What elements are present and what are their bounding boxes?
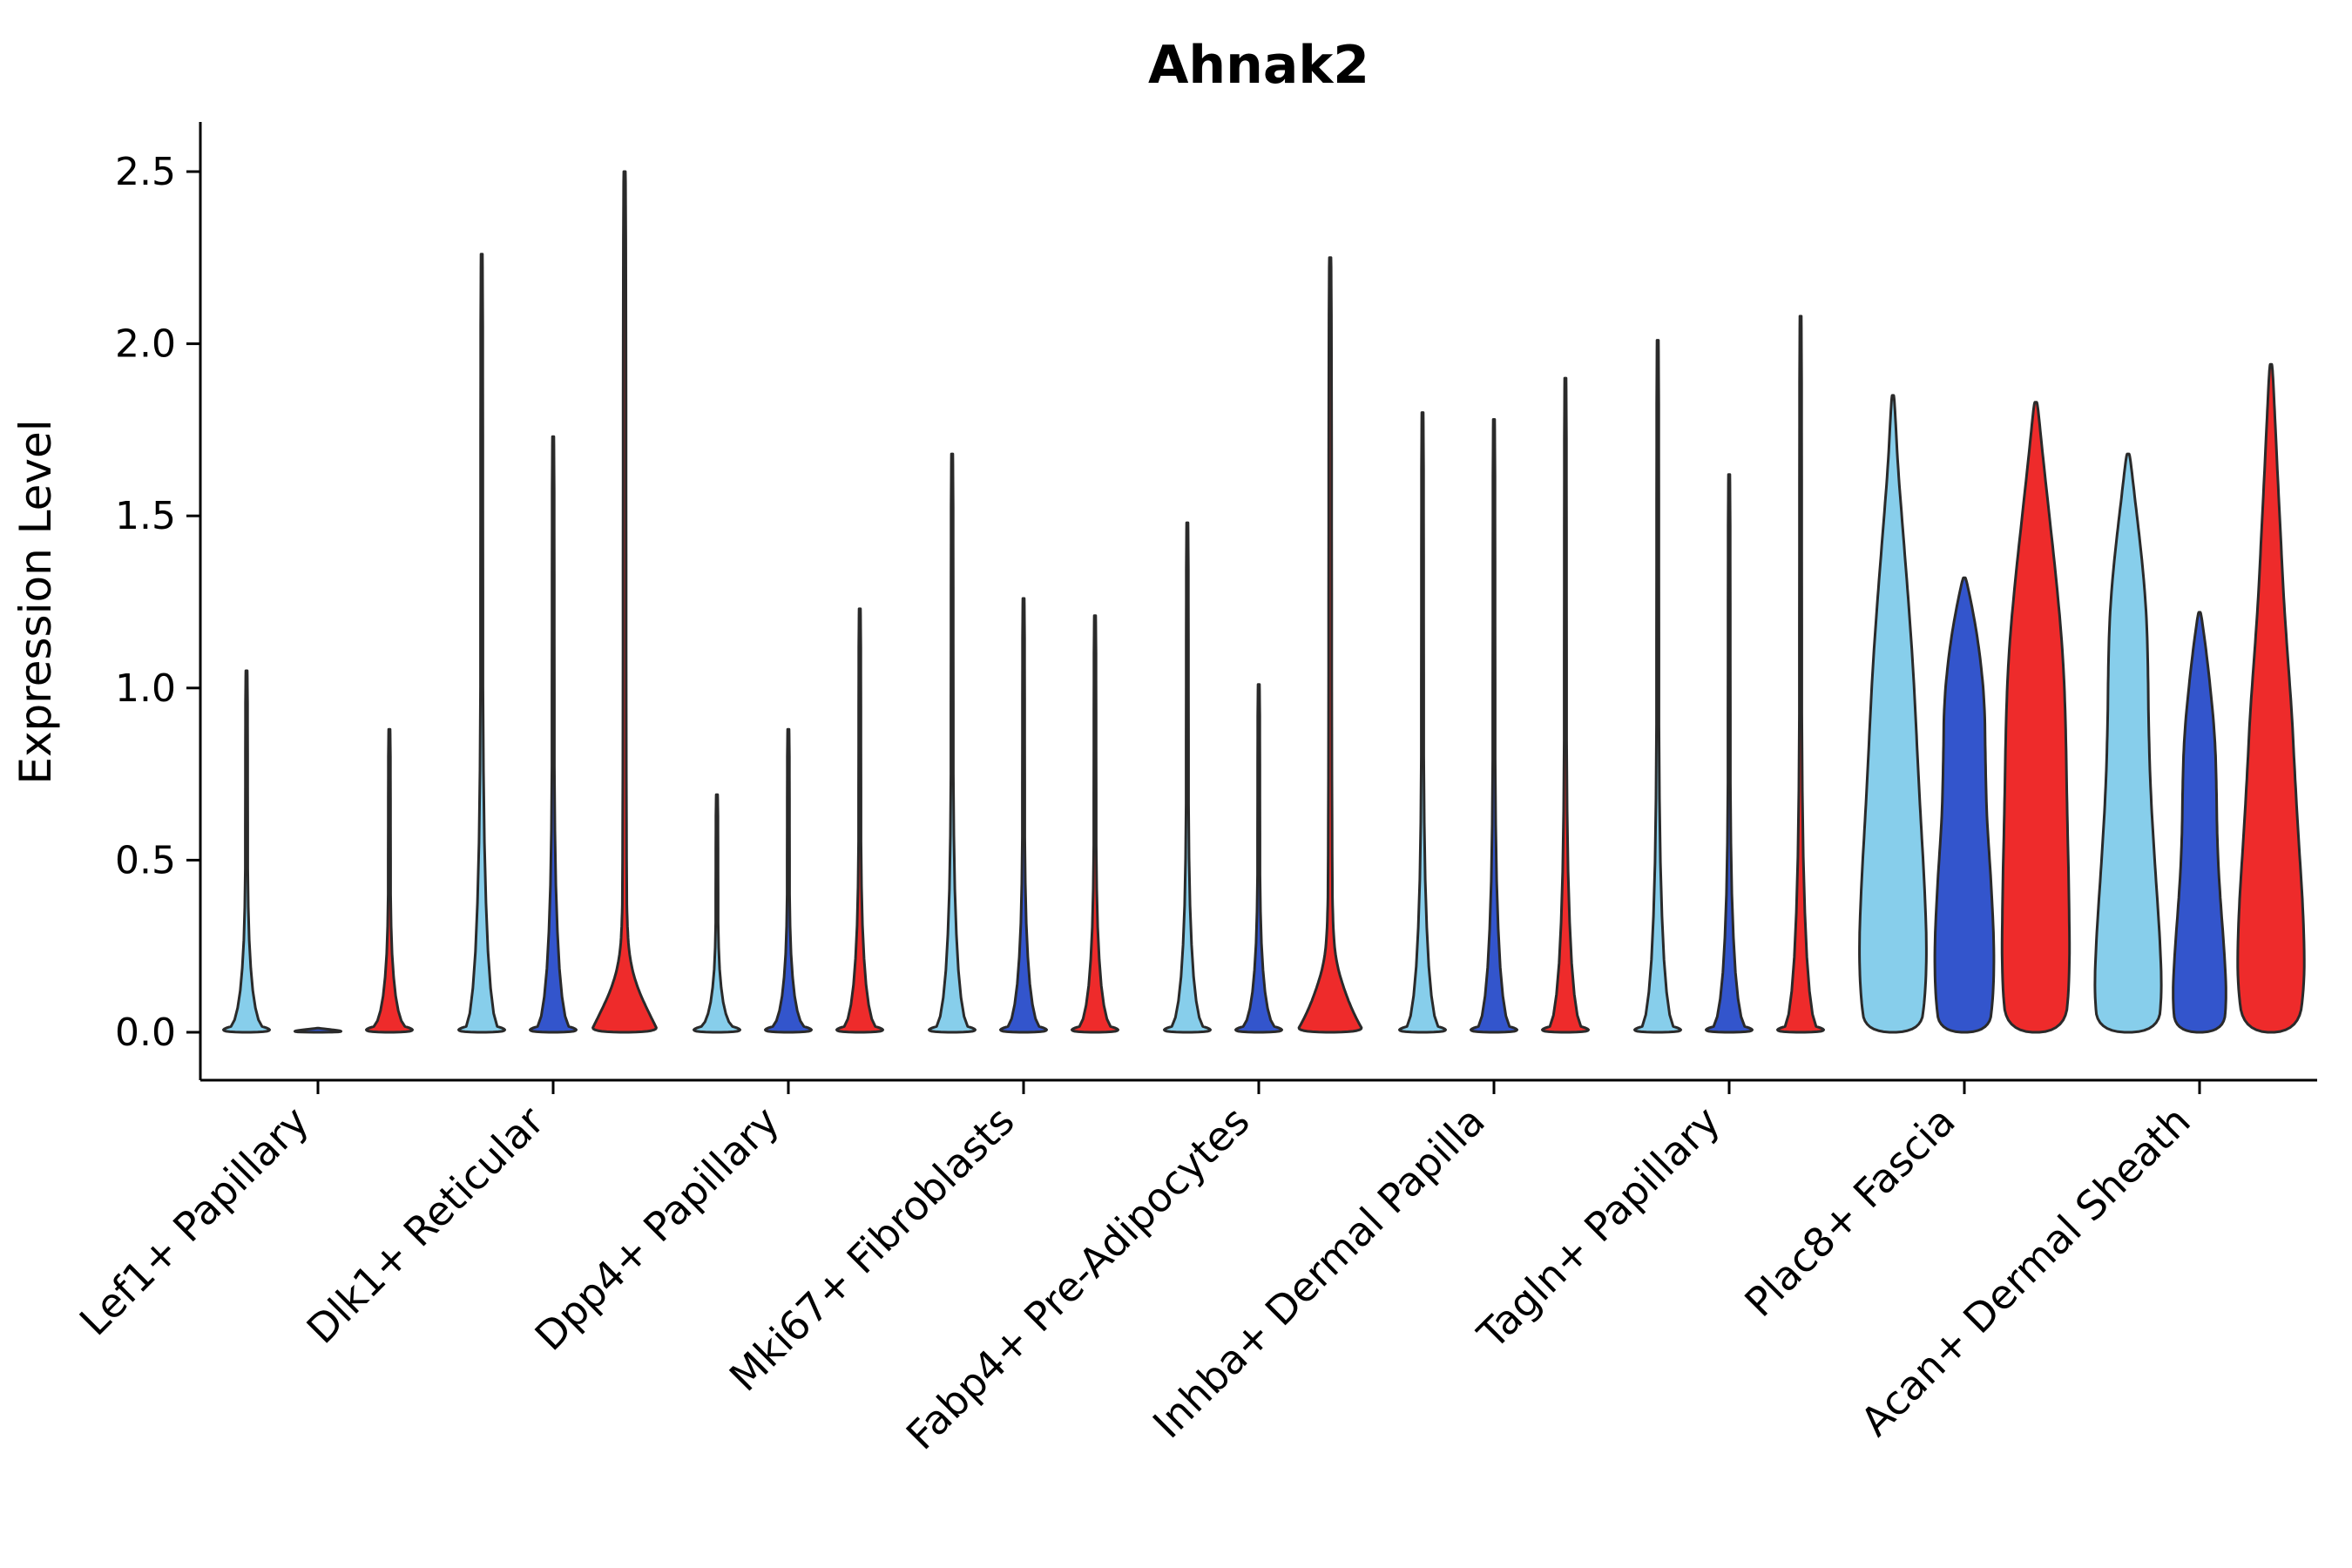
violin-3-1: [999, 597, 1048, 1034]
x-tick-label: Lef1+ Papillary: [71, 1098, 318, 1345]
y-axis-label: Expression Level: [10, 419, 61, 784]
violin-5-0: [1398, 411, 1447, 1034]
x-tick-label: Tagln+ Papillary: [1468, 1098, 1729, 1359]
y-tick-label: 2.0: [115, 322, 176, 367]
violin-6-1: [1705, 473, 1754, 1034]
violin-4-2: [1297, 256, 1363, 1034]
y-tick-label: 2.5: [115, 150, 176, 194]
violin-7-2: [2000, 401, 2072, 1034]
violin-8-1: [2172, 611, 2227, 1034]
violin-2-0: [693, 793, 741, 1034]
violin-5-2: [1541, 376, 1590, 1034]
violin-1-2: [591, 170, 658, 1034]
violin-8-0: [2093, 452, 2163, 1034]
violin-2-1: [764, 727, 813, 1034]
x-tick-label: Dlk1+ Reticular: [298, 1098, 553, 1353]
y-tick-label: 0.0: [115, 1010, 176, 1055]
x-tick-label: Plac8+ Fascia: [1735, 1098, 1963, 1326]
violin-3-2: [1071, 614, 1119, 1034]
chart-title: Ahnak2: [1148, 35, 1369, 96]
violin-4-1: [1234, 683, 1283, 1034]
violin-1-0: [457, 253, 506, 1034]
violin-7-0: [1858, 394, 1928, 1034]
y-tick-label: 0.5: [115, 838, 176, 882]
violin-6-0: [1633, 339, 1682, 1034]
x-tick-label: Dpp4+ Papillary: [526, 1098, 788, 1360]
violin-6-2: [1776, 314, 1825, 1034]
violin-4-0: [1163, 521, 1212, 1034]
violin-0-1: [294, 1026, 342, 1034]
violin-5-1: [1470, 418, 1518, 1034]
violin-1-1: [529, 435, 578, 1034]
y-tick-label: 1.5: [115, 494, 176, 538]
y-tick-label: 1.0: [115, 666, 176, 711]
violin-7-1: [1933, 576, 1996, 1034]
violin-0-2: [365, 727, 414, 1034]
violin-3-0: [928, 452, 977, 1034]
violin-8-2: [2236, 362, 2306, 1034]
violin-0-0: [222, 669, 271, 1034]
violin-2-2: [835, 607, 884, 1034]
